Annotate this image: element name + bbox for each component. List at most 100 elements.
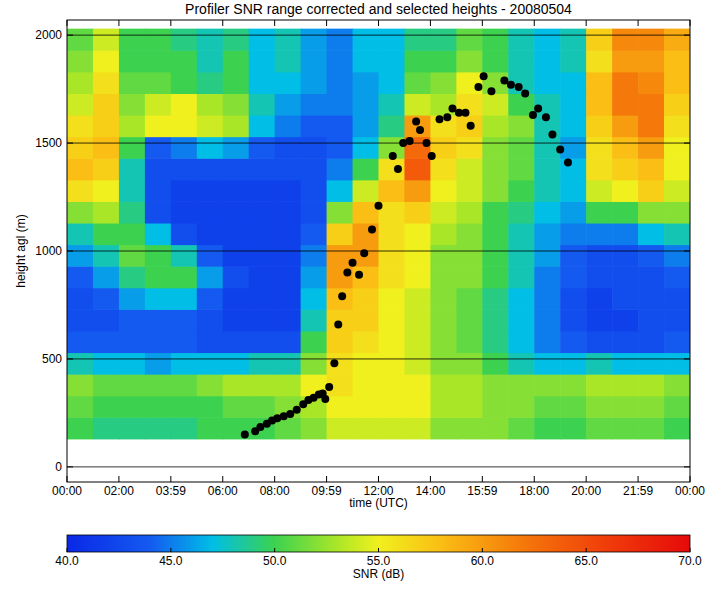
heatmap-cell xyxy=(379,223,406,245)
heatmap-cell xyxy=(482,288,509,310)
heatmap-cell xyxy=(301,50,328,72)
heatmap-cell xyxy=(508,158,535,180)
heatmap-cell xyxy=(404,158,431,180)
heatmap-cell xyxy=(638,331,665,353)
plot-frame xyxy=(67,20,690,482)
heatmap-cell xyxy=(223,201,250,223)
heatmap-cell xyxy=(275,396,302,418)
heatmap-cell xyxy=(275,288,302,310)
heatmap-cell xyxy=(456,72,483,94)
heatmap-cell xyxy=(67,396,94,418)
heatmap-cell xyxy=(664,137,690,159)
heatmap-cell xyxy=(119,245,146,267)
heatmap-cell xyxy=(456,266,483,288)
heatmap-cell xyxy=(353,137,380,159)
heatmap-cell xyxy=(379,417,406,439)
heatmap-cell xyxy=(560,180,587,202)
heatmap-cell xyxy=(379,245,406,267)
heatmap-cell xyxy=(534,158,561,180)
heatmap-cell xyxy=(67,72,94,94)
x-tick xyxy=(430,476,431,482)
heatmap-cell xyxy=(93,93,120,115)
heatmap-cell xyxy=(430,266,457,288)
heatmap-cell xyxy=(67,223,94,245)
point xyxy=(416,126,424,134)
heatmap-cell xyxy=(664,396,690,418)
heatmap-cell xyxy=(379,72,406,94)
heatmap-cell xyxy=(534,266,561,288)
x-tick-label: 20:00 xyxy=(571,484,601,498)
heatmap-cell xyxy=(275,266,302,288)
heatmap-cell xyxy=(456,396,483,418)
heatmap-cell xyxy=(664,352,690,374)
heatmap-cell xyxy=(430,201,457,223)
heatmap-cell xyxy=(171,201,198,223)
heatmap-cell xyxy=(508,288,535,310)
heatmap-cell xyxy=(275,352,302,374)
heatmap-cell xyxy=(93,309,120,331)
heatmap-cell xyxy=(508,50,535,72)
heatmap-cell xyxy=(93,374,120,396)
heatmap-cell xyxy=(508,352,535,374)
heatmap-cell xyxy=(586,309,613,331)
heatmap-cell xyxy=(404,201,431,223)
heatmap-cell xyxy=(119,50,146,72)
heatmap-cell xyxy=(664,223,690,245)
heatmap-cell xyxy=(145,374,172,396)
heatmap-cell xyxy=(301,245,328,267)
heatmap-cell xyxy=(327,223,354,245)
grid-line xyxy=(67,35,690,36)
heatmap-cell xyxy=(301,158,328,180)
x-tick xyxy=(274,20,275,26)
heatmap-cell xyxy=(379,115,406,137)
heatmap-cell xyxy=(171,93,198,115)
heatmap-cell xyxy=(171,266,198,288)
heatmap-cell xyxy=(93,158,120,180)
heatmap-cell xyxy=(327,417,354,439)
heatmap-cell xyxy=(379,93,406,115)
heatmap-cell xyxy=(482,374,509,396)
heatmap-cell xyxy=(301,180,328,202)
x-tick-label: 00:00 xyxy=(675,484,705,498)
heatmap-cell xyxy=(353,331,380,353)
x-tick-label: 09:59 xyxy=(312,484,342,498)
heatmap-cell xyxy=(404,115,431,137)
heatmap-cell xyxy=(249,180,276,202)
heatmap-cell xyxy=(612,29,639,51)
heatmap-cell xyxy=(379,180,406,202)
heatmap-cell xyxy=(534,309,561,331)
heatmap-cell xyxy=(145,115,172,137)
heatmap-cell xyxy=(197,115,224,137)
x-tick xyxy=(378,20,379,26)
point xyxy=(412,117,420,125)
heatmap-cell xyxy=(482,201,509,223)
heatmap-cell xyxy=(612,115,639,137)
heatmap-cell xyxy=(67,93,94,115)
colorbar-tick xyxy=(586,548,587,552)
heatmap-cell xyxy=(171,331,198,353)
heatmap-cell xyxy=(301,137,328,159)
heatmap-cell xyxy=(275,72,302,94)
heatmap-cell xyxy=(223,266,250,288)
y-tick xyxy=(684,143,690,144)
heatmap-cell xyxy=(119,266,146,288)
y-tick xyxy=(684,251,690,252)
heatmap-cell xyxy=(301,352,328,374)
heatmap-cell xyxy=(67,158,94,180)
grid xyxy=(67,35,690,467)
heatmap-cell xyxy=(430,352,457,374)
heatmap-cell xyxy=(93,180,120,202)
heatmap-cell xyxy=(301,331,328,353)
point xyxy=(515,83,523,91)
heatmap-cell xyxy=(275,374,302,396)
x-tick xyxy=(586,20,587,26)
heatmap-cell xyxy=(67,352,94,374)
heatmap-cell xyxy=(275,223,302,245)
heatmap-cell xyxy=(404,396,431,418)
heatmap-cell xyxy=(197,158,224,180)
heatmap-cell xyxy=(67,417,94,439)
heatmap-cell xyxy=(145,137,172,159)
heatmap-cell xyxy=(534,352,561,374)
heatmap-cell xyxy=(638,245,665,267)
heatmap-cell xyxy=(560,158,587,180)
